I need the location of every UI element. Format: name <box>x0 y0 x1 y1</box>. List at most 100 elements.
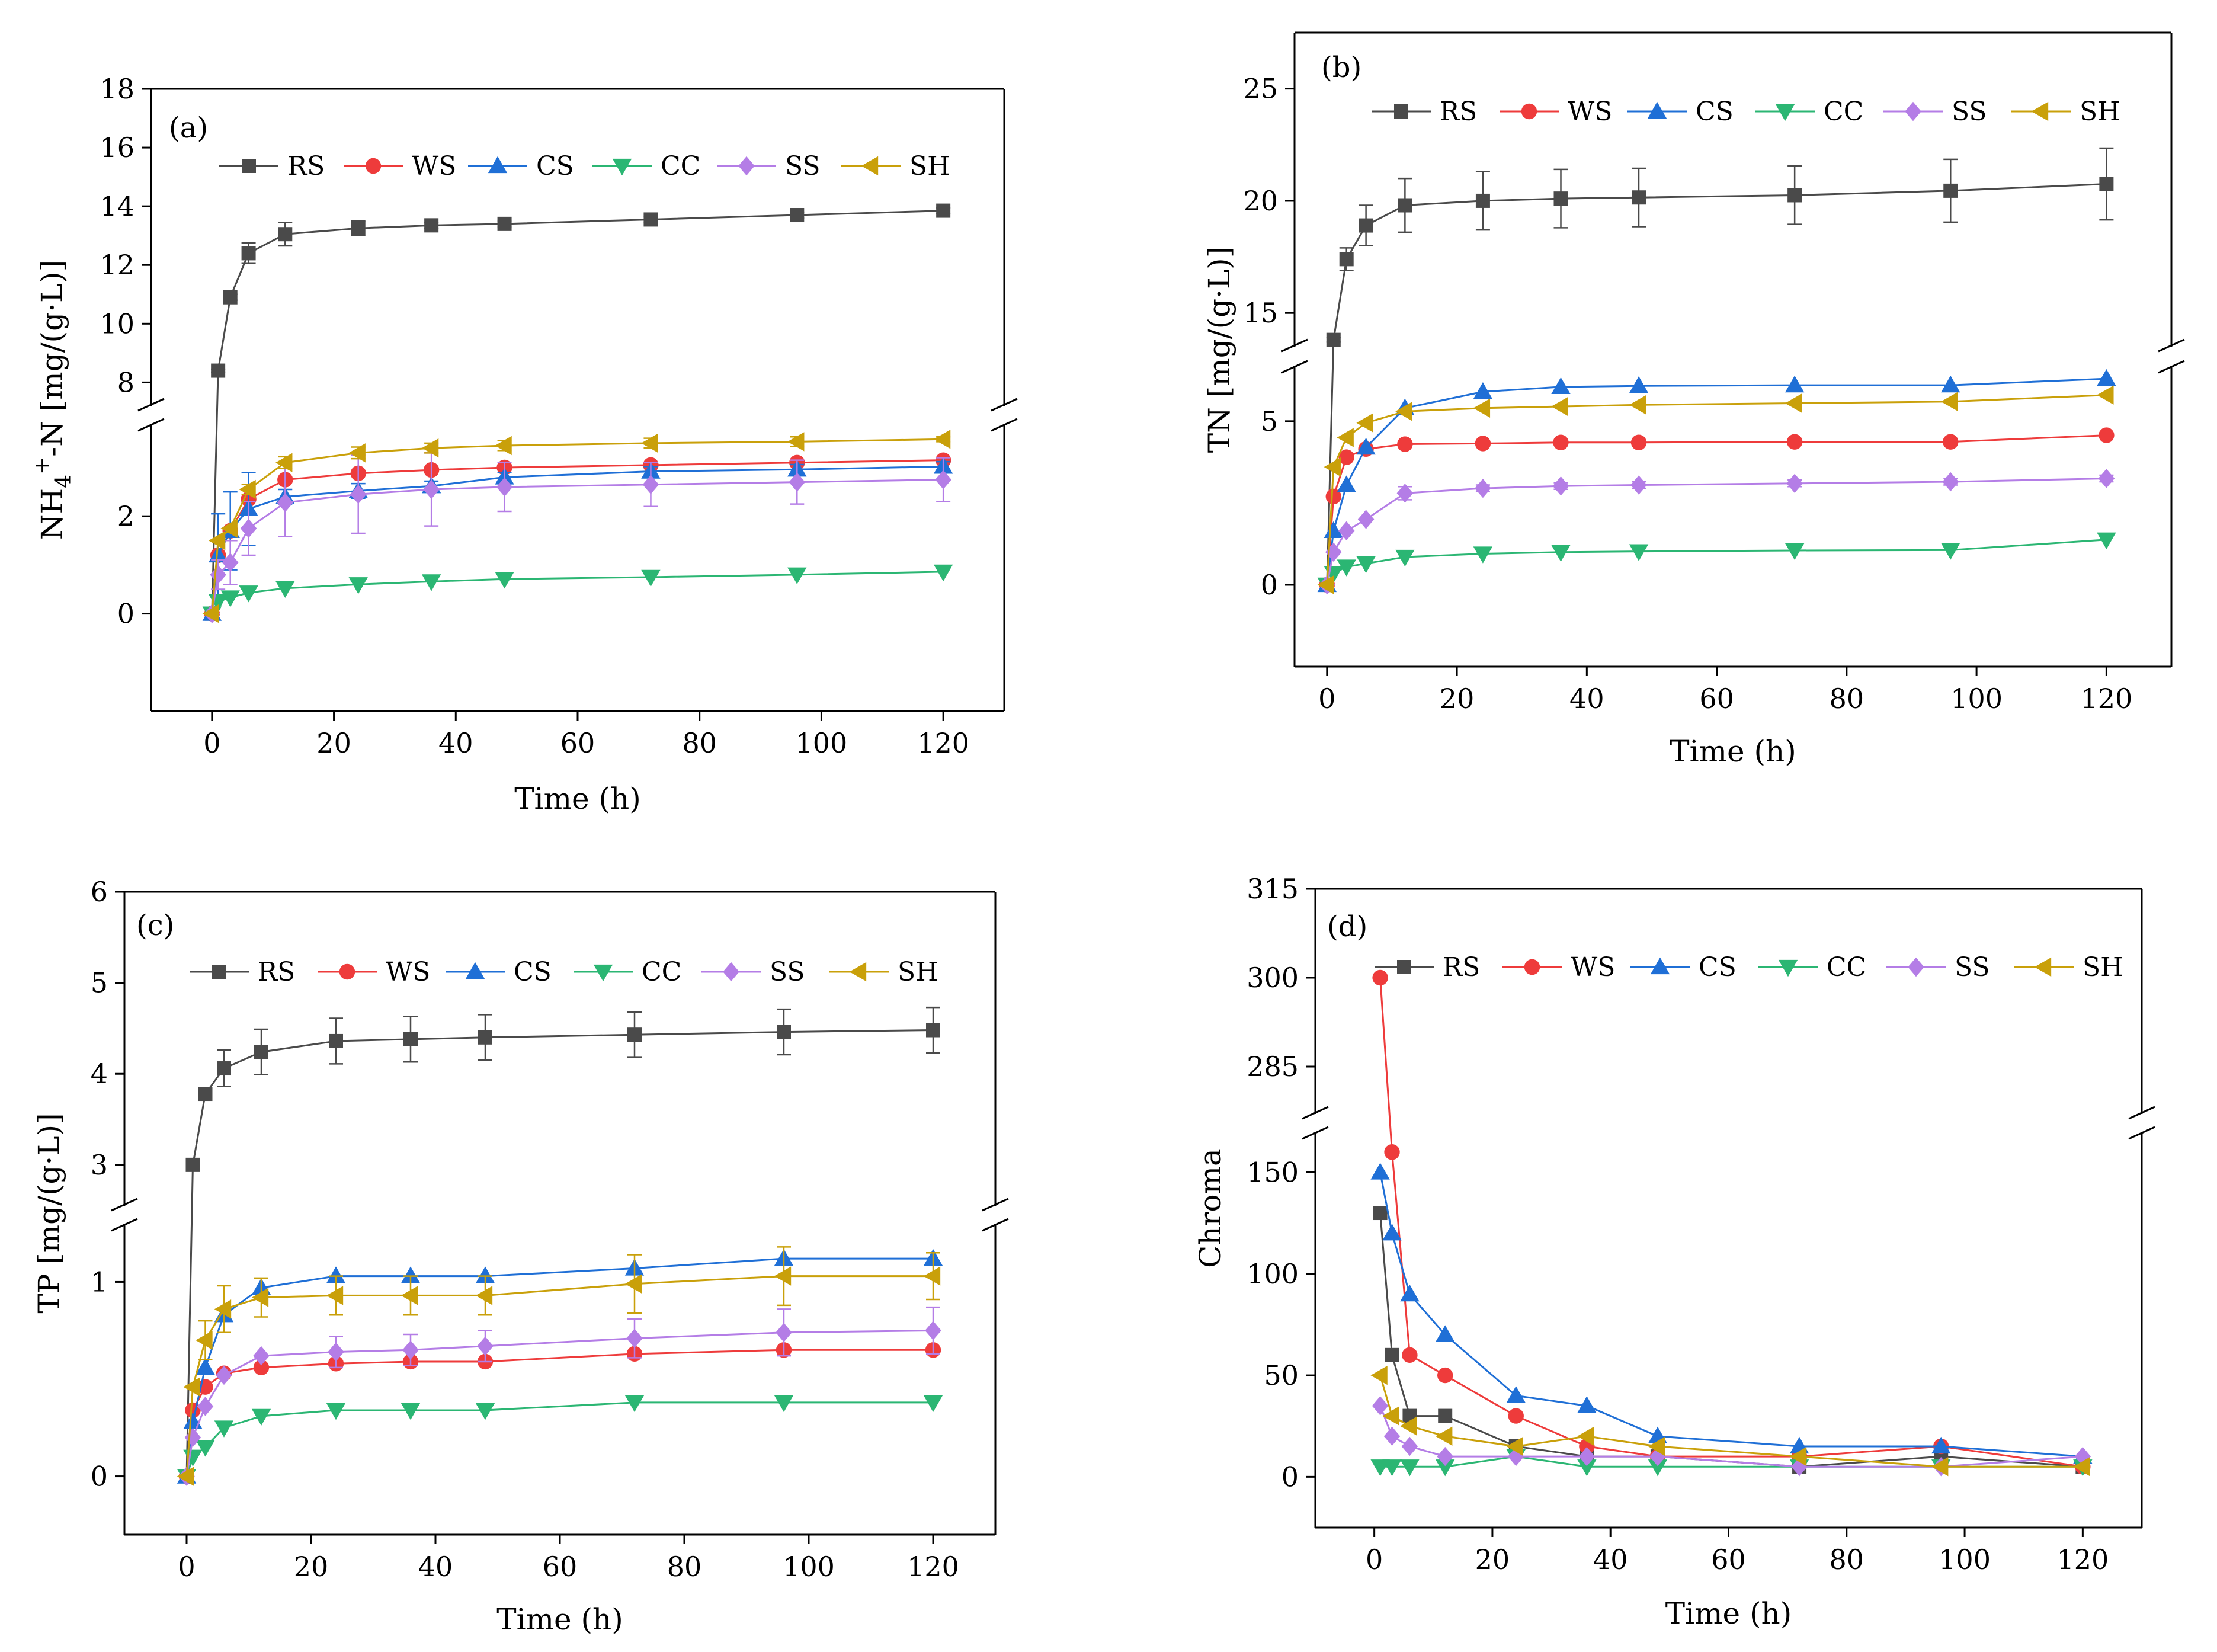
data-point-cc <box>2097 532 2116 549</box>
data-point-sh <box>1789 1446 1807 1467</box>
legend-label-sh: SH <box>2083 952 2123 982</box>
data-point-cs <box>1629 376 1649 393</box>
y-tick-label: 5 <box>91 967 108 999</box>
data-point-ss <box>1786 473 1803 493</box>
data-point-cc <box>1473 546 1493 564</box>
legend-marker-sh <box>849 962 867 982</box>
data-point-cc <box>214 1420 234 1438</box>
data-point-ss <box>776 1323 792 1342</box>
data-point-cs <box>1931 1436 1951 1454</box>
x-tick-label: 100 <box>1950 683 2003 715</box>
data-point-cc <box>1356 556 1376 574</box>
legend-marker-cc <box>1778 959 1798 977</box>
legend-marker-cc <box>1775 104 1795 121</box>
legend-marker-ss <box>738 156 755 176</box>
data-point-cs <box>326 1266 346 1283</box>
series-cc <box>177 1395 943 1486</box>
data-point-sh <box>1317 575 1334 595</box>
data-point-cs <box>208 545 228 563</box>
data-point-cs <box>1356 437 1376 455</box>
x-tick-label: 40 <box>418 1551 453 1583</box>
legend-label-rs: RS <box>1440 97 1477 127</box>
data-point-rs <box>223 290 238 305</box>
legend-marker-sh <box>2031 101 2049 121</box>
y-tick-label: 0 <box>1281 1461 1299 1493</box>
data-point-rs <box>1359 218 1373 233</box>
data-point-sh <box>933 430 951 449</box>
chart-panel-d: 0 20 40 60 80 100 120 0 50 100 150 285 300 315 Time (h… <box>1193 873 2155 1631</box>
legend-marker-cs <box>488 156 508 174</box>
legend-label-ss: SS <box>1952 97 1987 127</box>
y-tick-label: 15 <box>1243 297 1278 329</box>
x-tick-label: 100 <box>796 727 848 759</box>
data-point-cc <box>348 577 368 594</box>
y-tick-label: 285 <box>1247 1051 1299 1083</box>
legend-label-cc: CC <box>1824 97 1863 127</box>
legend-marker-sh <box>2034 957 2052 977</box>
data-point-sh <box>214 1299 232 1319</box>
x-tick-label: 60 <box>560 727 595 759</box>
series-line-ss <box>1379 1405 2083 1468</box>
axis-break-mark <box>991 418 1018 432</box>
series-line-ws <box>211 459 944 614</box>
data-point-ss <box>222 553 239 572</box>
data-point-sh <box>275 453 293 472</box>
data-point-cc <box>923 1395 943 1413</box>
data-point-rs <box>1632 190 1646 205</box>
series-ws <box>204 452 951 622</box>
data-point-sh <box>183 1377 200 1397</box>
y-tick-label: 4 <box>91 1058 108 1090</box>
legend-label-ss: SS <box>785 151 821 181</box>
data-point-cc <box>1577 1459 1597 1477</box>
data-point-ss <box>216 1365 232 1385</box>
data-point-rs <box>1787 188 1802 203</box>
y-tick-label: 8 <box>117 366 134 398</box>
y-tick-label: 6 <box>91 876 108 908</box>
legend-label-ws: WS <box>1568 97 1612 127</box>
data-point-rs <box>1385 1347 1399 1362</box>
data-point-ss <box>1942 472 1959 492</box>
panel-label: (d) <box>1327 910 1367 943</box>
legend-label-ss: SS <box>770 957 805 987</box>
data-point-cs <box>1337 475 1356 492</box>
data-point-sh <box>1629 395 1646 415</box>
legend-label-cs: CS <box>1696 97 1734 127</box>
series-rs <box>1319 147 2114 592</box>
x-tick-label: 40 <box>1569 683 1604 715</box>
data-point-ss <box>1383 1426 1401 1446</box>
legend-marker-rs <box>1394 104 1408 119</box>
data-point-sh <box>1506 1436 1523 1456</box>
y-tick-label: 3 <box>91 1149 108 1181</box>
legend-marker-ss <box>1908 957 1924 977</box>
data-point-cc <box>1551 545 1571 562</box>
data-point-rs <box>478 1030 492 1045</box>
series-line-cs <box>185 1257 933 1477</box>
data-point-sh <box>1395 402 1412 421</box>
axis-break-mark <box>1281 360 1308 374</box>
x-tick-label: 60 <box>1711 1544 1746 1576</box>
data-point-cc <box>275 581 295 598</box>
panel-label: (a) <box>169 111 208 145</box>
series-sh <box>177 1246 941 1486</box>
data-point-rs <box>777 1025 791 1039</box>
axis-break-mark <box>982 1198 1009 1212</box>
data-point-cc <box>787 567 807 585</box>
data-point-rs <box>424 218 439 233</box>
data-point-ss <box>1372 1396 1389 1416</box>
legend-label-ws: WS <box>412 151 456 181</box>
data-point-ss <box>1552 476 1569 496</box>
data-point-cc <box>1941 543 1960 560</box>
data-point-cs <box>1785 375 1805 393</box>
axis-break-mark <box>137 418 165 432</box>
data-point-cc <box>1629 544 1649 561</box>
data-point-rs <box>185 1157 200 1172</box>
data-point-sh <box>624 1274 642 1294</box>
x-tick-label: 80 <box>667 1551 702 1583</box>
data-point-ss <box>197 1397 214 1416</box>
data-point-rs <box>254 1045 268 1059</box>
legend-marker-ws <box>365 158 382 174</box>
data-point-rs <box>1398 198 1412 213</box>
data-point-ss <box>1396 484 1414 503</box>
data-point-rs <box>1943 183 1958 198</box>
legend-label-rs: RS <box>287 151 325 181</box>
